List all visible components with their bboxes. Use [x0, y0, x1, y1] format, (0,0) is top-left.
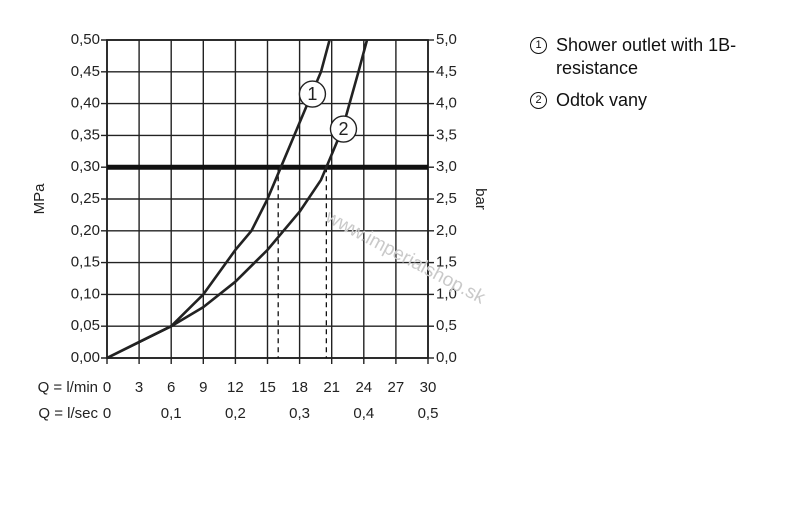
x-tick-label: 18 [291, 379, 308, 396]
x-tick-label: 12 [227, 379, 244, 396]
x-tick-label: 0 [103, 379, 111, 396]
y-tick-label: 0,10 [71, 285, 100, 302]
x2-tick-label: 0,2 [225, 405, 246, 422]
x2-tick-label: 0,3 [289, 405, 310, 422]
y2-tick-label: 0,0 [436, 349, 457, 366]
curve-label: 1 [307, 84, 317, 104]
y2-axis-title: bar [472, 188, 489, 210]
y2-tick-label: 2,5 [436, 190, 457, 207]
x2-tick-label: 0 [103, 405, 111, 422]
y-tick-label: 0,05 [71, 317, 100, 334]
y2-tick-label: 4,0 [436, 95, 457, 112]
legend-number: 1 [530, 37, 547, 54]
x-axis-title: Q = l/min [38, 379, 98, 396]
x2-tick-label: 0,5 [418, 405, 439, 422]
x-tick-label: 30 [420, 379, 437, 396]
legend-item: 1 Shower outlet with 1B-resistance [530, 34, 780, 80]
y-tick-label: 0,50 [71, 31, 100, 48]
chart: MPa bar Q = l/min Q = l/sec 0 3 6 9 12 15 18 21… [31, 31, 489, 422]
legend: 1 Shower outlet with 1B-resistance 2 Odtok … [530, 34, 780, 121]
x2-axis-title: Q = l/sec [38, 405, 98, 422]
x-tick-label: 6 [167, 379, 175, 396]
legend-number: 2 [530, 92, 547, 109]
x-tick-label: 21 [323, 379, 340, 396]
legend-text: Odtok vany [556, 90, 648, 110]
y-tick-label: 0,20 [71, 222, 100, 239]
x-tick-label: 9 [199, 379, 207, 396]
y2-tick-label: 1,0 [436, 285, 457, 302]
legend-item: 2 Odtok vany [530, 89, 780, 112]
y-tick-label: 0,25 [71, 190, 100, 207]
curve-label: 2 [338, 119, 348, 139]
legend-text: Shower outlet with 1B-resistance [556, 35, 737, 78]
y2-tick-label: 1,5 [436, 254, 457, 271]
y2-tick-label: 4,5 [436, 63, 457, 80]
y2-tick-label: 2,0 [436, 222, 457, 239]
y-tick-label: 0,45 [71, 63, 100, 80]
y-tick-label: 0,40 [71, 95, 100, 112]
y-axis-title: MPa [31, 183, 48, 215]
y-tick-label: 0,15 [71, 254, 100, 271]
plot-frame [106, 39, 429, 359]
curve-label-circle [329, 115, 358, 143]
x-tick-label: 27 [388, 379, 405, 396]
curve-label-circle [298, 80, 327, 108]
x-tick-label: 15 [259, 379, 276, 396]
y-tick-label: 0,35 [71, 126, 100, 143]
y2-tick-label: 3,5 [436, 126, 457, 143]
x2-tick-label: 0,1 [161, 405, 182, 422]
y-tick-label: 0,00 [71, 349, 100, 366]
x-tick-label: 3 [135, 379, 143, 396]
y-tick-label: 0,30 [71, 158, 100, 175]
y2-tick-label: 3,0 [436, 158, 457, 175]
x-tick-label: 24 [355, 379, 372, 396]
watermark: www.imperialshop.sk [321, 206, 489, 309]
x2-tick-label: 0,4 [353, 405, 374, 422]
y2-tick-label: 5,0 [436, 31, 457, 48]
y2-tick-label: 0,5 [436, 317, 457, 334]
